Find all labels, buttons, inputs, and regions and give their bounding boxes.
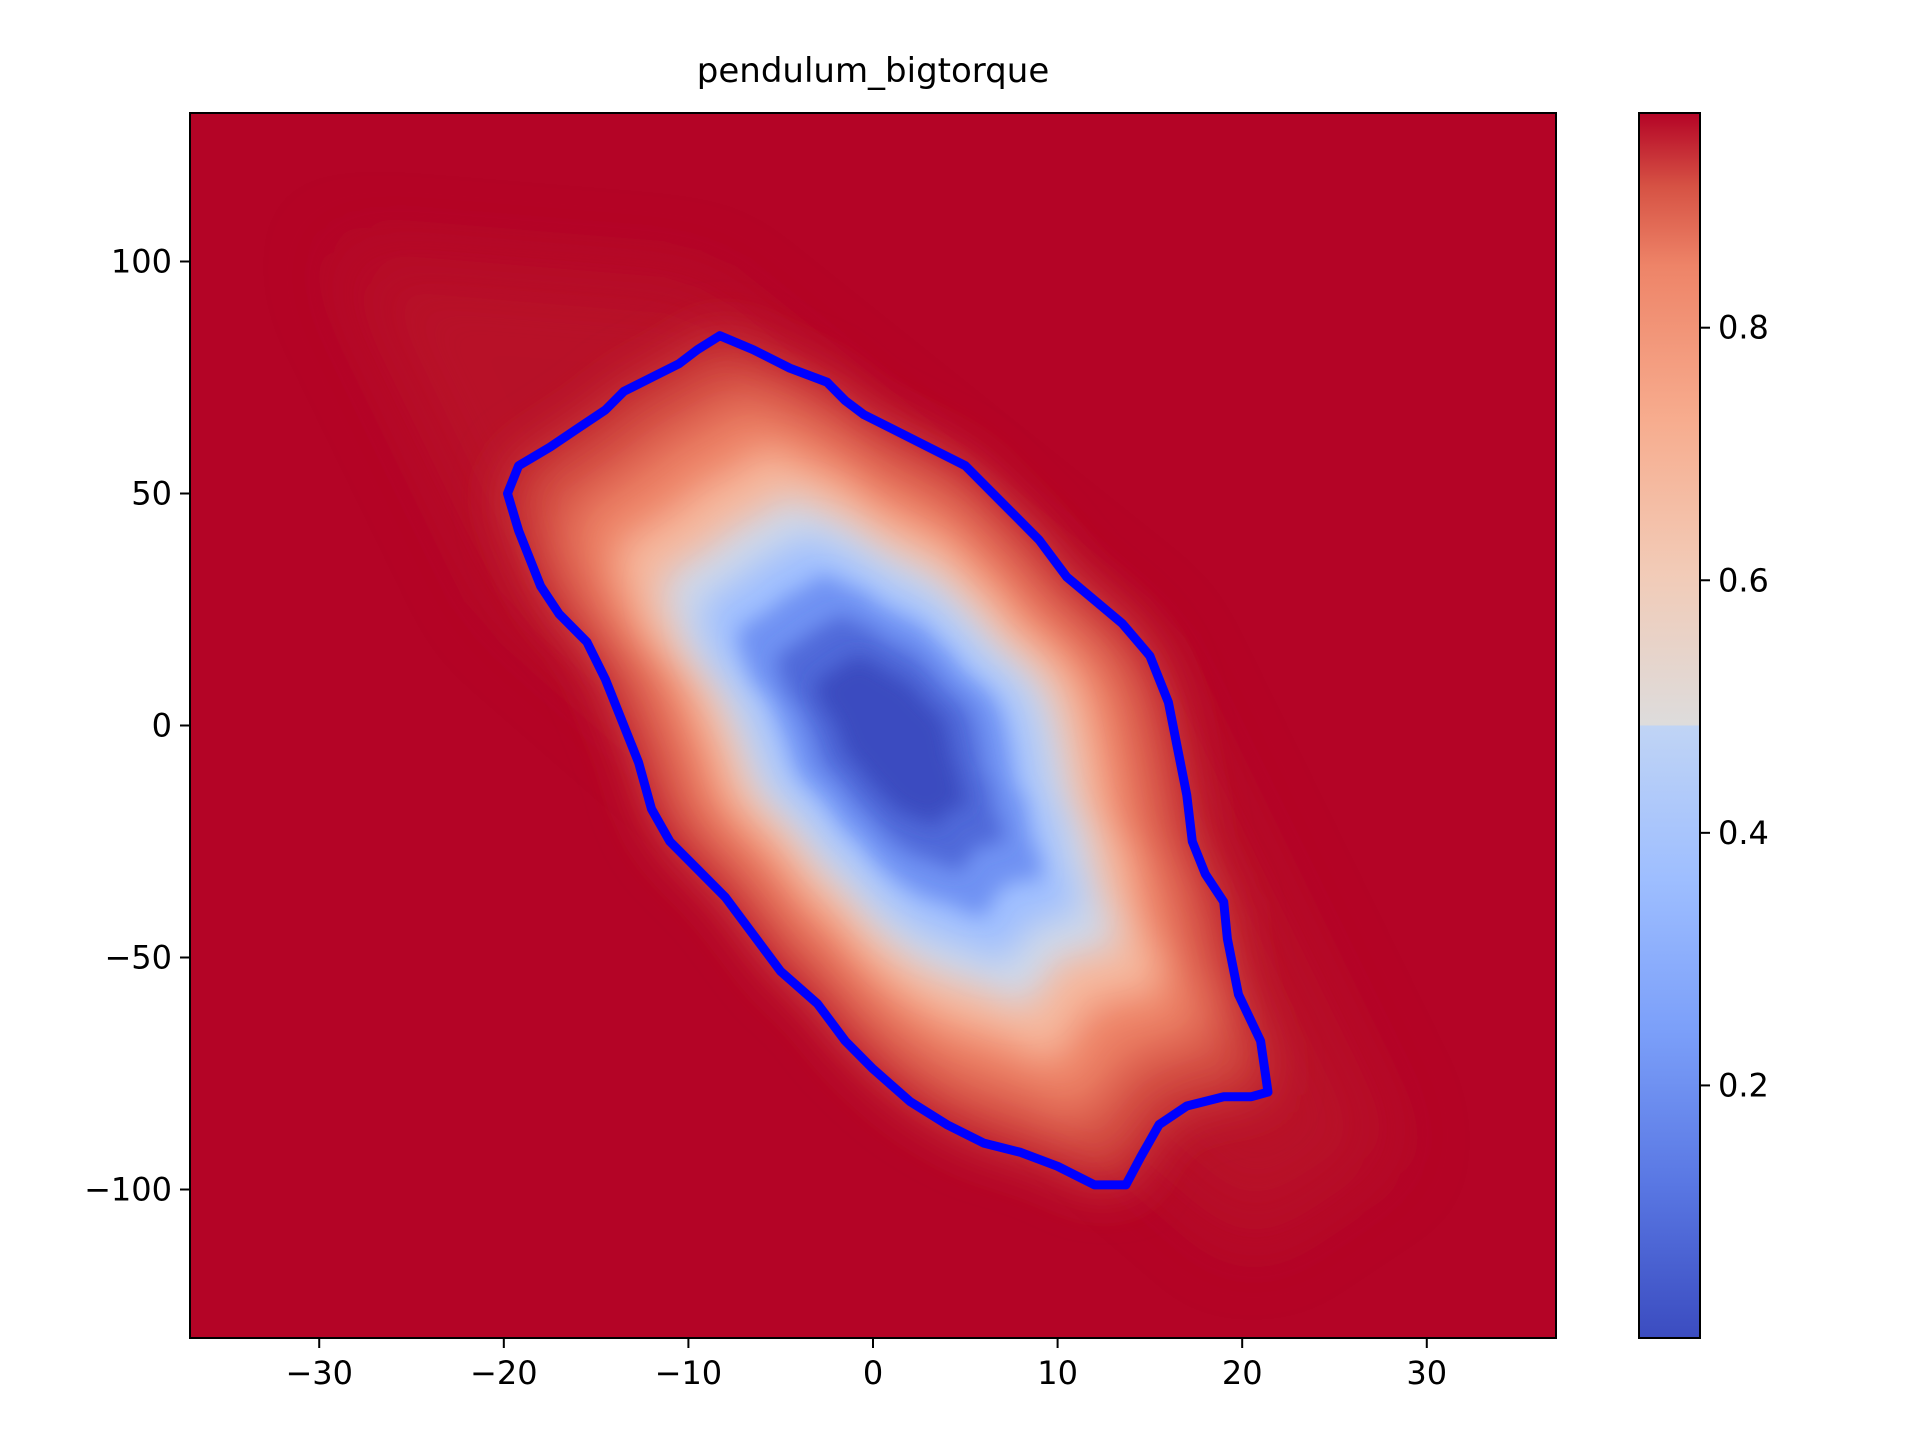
- colorbar-tick-label: 0.4: [1718, 814, 1769, 852]
- x-tick-label: 30: [1406, 1354, 1447, 1392]
- heatmap-level-7: [814, 655, 967, 825]
- y-tick-label: 0: [152, 707, 172, 745]
- y-axis: −100 −50 0 50 100: [84, 242, 190, 1209]
- x-tick-label: −10: [655, 1354, 723, 1392]
- colorbar-ticks: 0.2 0.4 0.6 0.8: [1700, 309, 1769, 1104]
- colorbar-gradient: [1639, 113, 1700, 1338]
- x-tick-label: −20: [470, 1354, 538, 1392]
- colorbar: 0.2 0.4 0.6 0.8: [1638, 112, 1769, 1339]
- colorbar-frame: [1638, 112, 1701, 1339]
- x-tick-label: 20: [1222, 1354, 1263, 1392]
- x-tick-label: −30: [285, 1354, 353, 1392]
- y-tick-label: 100: [111, 242, 172, 280]
- colorbar-tick-label: 0.8: [1718, 309, 1769, 347]
- y-tick-label: −100: [84, 1171, 172, 1209]
- contour-line: [503, 331, 1273, 1190]
- x-tick-label: 10: [1037, 1354, 1078, 1392]
- chart-title: pendulum_bigtorque: [697, 51, 1049, 91]
- x-tick-label: 0: [863, 1354, 883, 1392]
- colorbar-tick-label: 0.2: [1718, 1066, 1769, 1104]
- y-tick-label: 50: [131, 474, 172, 512]
- x-axis: −30 −20 −10 0 10 20 30: [285, 1338, 1447, 1392]
- heatmap: [190, 113, 1556, 1338]
- y-tick-label: −50: [104, 939, 172, 977]
- colorbar-tick-label: 0.6: [1718, 561, 1769, 599]
